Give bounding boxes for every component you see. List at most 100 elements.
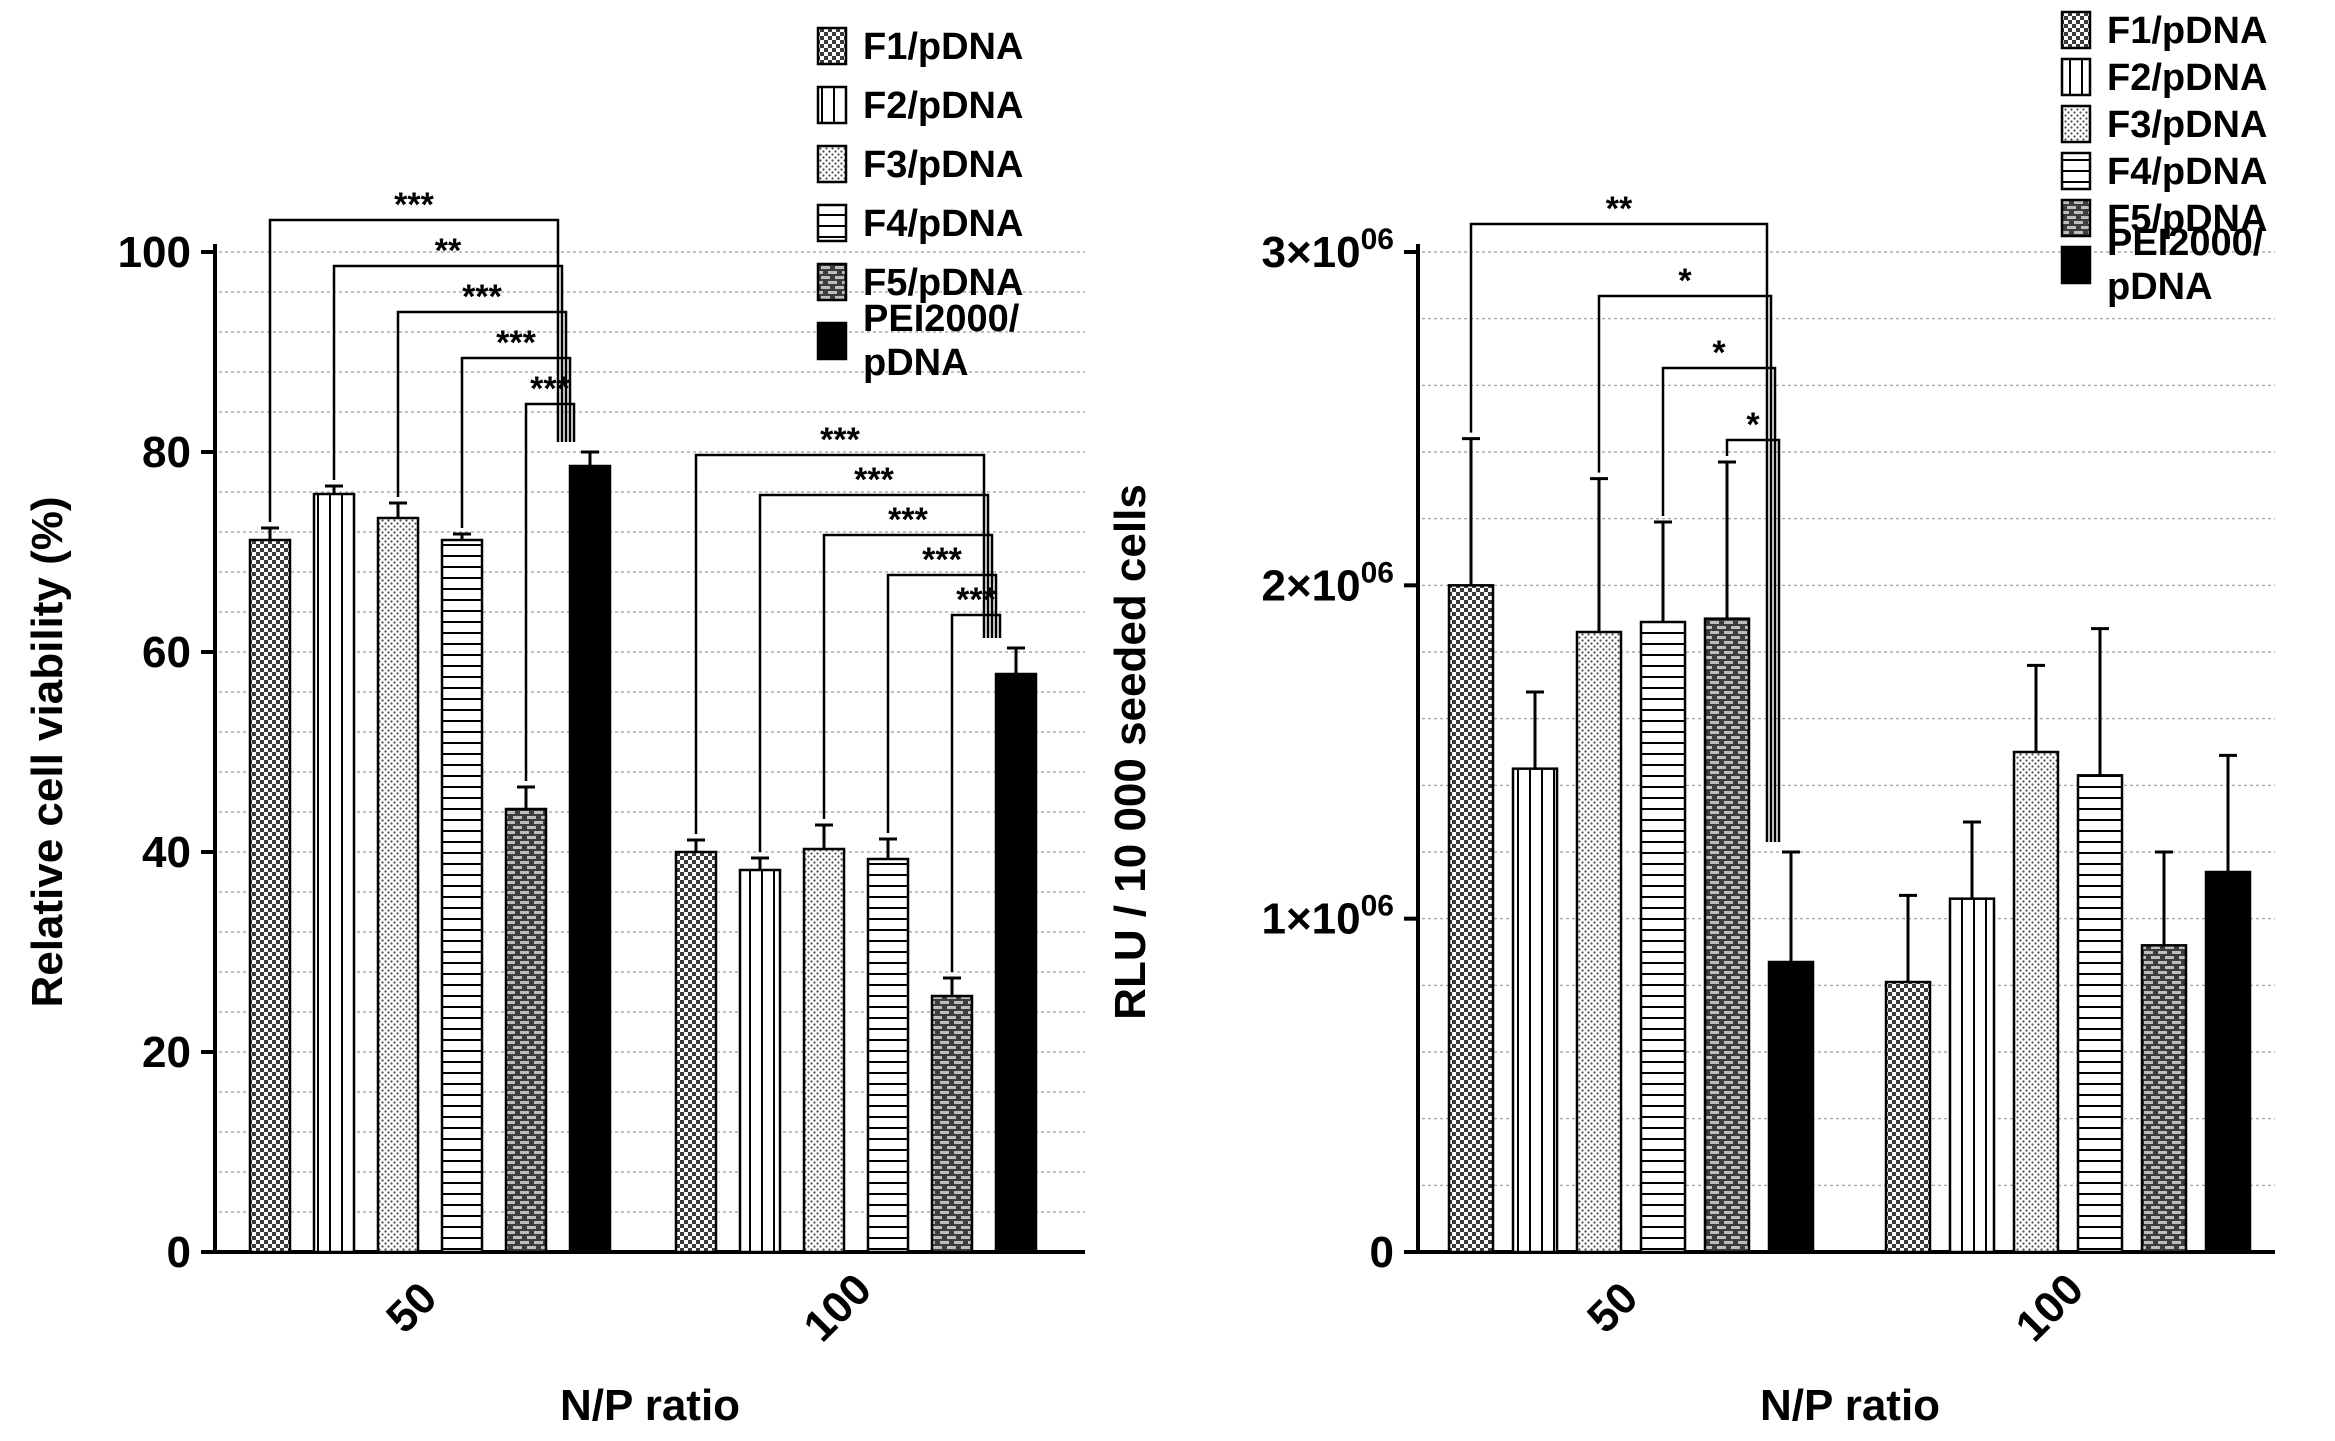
x-axis-title: N/P ratio	[1760, 1381, 1940, 1430]
bracket-line	[1469, 222, 1769, 842]
x-tick-label: 50	[377, 1273, 446, 1342]
significance-label: ***	[394, 186, 434, 224]
significance-bracket: ***	[268, 186, 560, 522]
bracket-line	[460, 356, 572, 528]
significance-label: **	[435, 232, 462, 270]
legend-swatch	[816, 262, 848, 302]
bracket-line	[268, 218, 560, 522]
y-tick-label: 0	[1370, 1228, 1394, 1277]
bar	[248, 538, 292, 1254]
grid-lines	[219, 251, 1085, 1213]
y-axis-title: Relative cell viability (%)	[23, 496, 72, 1007]
bar	[1511, 767, 1559, 1254]
y-tick-label: 2×1006	[1262, 556, 1394, 610]
significance-bracket: ***	[460, 324, 572, 528]
significance-label: *	[1678, 262, 1692, 300]
legend-swatch	[2060, 151, 2092, 191]
legend-swatch	[816, 144, 848, 184]
y-tick-label: 80	[142, 428, 191, 477]
bracket-line	[822, 533, 994, 819]
x-axis-title: N/P ratio	[560, 1381, 740, 1430]
legend-swatch	[816, 203, 848, 243]
legend-label: F4/pDNA	[863, 203, 1023, 245]
y-axis-title: RLU / 10 000 seeded cells	[1106, 484, 1155, 1020]
legend-label: PEI2000/pDNA	[863, 298, 1020, 384]
significance-bracket: *	[1661, 334, 1777, 842]
bracket-line	[1661, 366, 1777, 842]
legend-swatch	[816, 26, 848, 66]
significance-bracket: *	[1597, 262, 1773, 842]
y-tick-label: 60	[142, 628, 191, 677]
bracket-line	[1597, 294, 1773, 842]
legend-label: PEI2000/pDNA	[2107, 222, 2264, 308]
significance-label: ***	[854, 461, 894, 499]
significance-bracket: ***	[524, 370, 576, 781]
significance-label: ***	[922, 541, 962, 579]
legend-label: F2/pDNA	[2107, 57, 2267, 99]
significance-bracket: *	[1725, 406, 1781, 842]
significance-label: **	[1606, 190, 1633, 228]
significance-label: ***	[820, 421, 860, 459]
y-tick-label: 40	[142, 828, 191, 877]
y-tick-label: 0	[167, 1228, 191, 1277]
bracket-line	[1725, 438, 1781, 842]
bar	[994, 672, 1038, 1254]
legend-swatch	[2060, 104, 2092, 144]
bar	[2076, 774, 2124, 1254]
significance-label: *	[1746, 406, 1760, 444]
bar	[1703, 617, 1751, 1254]
bracket-line	[758, 493, 990, 852]
legend-swatch	[2060, 10, 2092, 50]
bracket-line	[950, 613, 1002, 972]
luciferase-chart: 0 1×1006 2×1006 3×1006 RLU / 10 000 seeded c…	[1106, 10, 2275, 1430]
legend-label: F3/pDNA	[2107, 104, 2267, 146]
bar	[1447, 584, 1495, 1254]
legend-swatch	[2060, 198, 2092, 238]
bracket-line	[332, 264, 564, 480]
y-tick-label: 3×1006	[1262, 223, 1394, 277]
viability-chart: 0 20 40 60 80 100 Relative cell viability (%) N…	[23, 26, 1085, 1430]
legend-label: F1/pDNA	[863, 26, 1023, 68]
bar	[376, 516, 420, 1254]
legend-swatch	[816, 321, 848, 361]
y-tick-label: 100	[118, 228, 191, 277]
legend-label: F1/pDNA	[2107, 10, 2267, 52]
bracket-line	[524, 402, 576, 781]
significance-bracket: ***	[822, 501, 994, 819]
x-tick-label: 50	[1578, 1273, 1647, 1342]
significance-bracket: ***	[886, 541, 998, 833]
significance-label: *	[1712, 334, 1726, 372]
y-tick-label: 1×1006	[1262, 890, 1394, 944]
legend-swatch	[2060, 57, 2092, 97]
legend-label: F2/pDNA	[863, 85, 1023, 127]
bar	[1948, 897, 1996, 1254]
legend: F1/pDNA F2/pDNA F3/pDNA F4/pDNA F5/pDNAPEI20…	[2060, 10, 2267, 308]
bar	[312, 492, 356, 1254]
significance-label: ***	[496, 324, 536, 362]
bar	[738, 868, 782, 1254]
significance-label: ***	[956, 581, 996, 619]
bar	[2012, 750, 2060, 1254]
x-tick-label: 100	[794, 1264, 881, 1351]
significance-label: ***	[462, 278, 502, 316]
bar	[568, 464, 612, 1254]
significance-bracket: **	[1469, 190, 1769, 842]
significance-bracket: ***	[950, 581, 1002, 972]
bar	[2140, 944, 2188, 1254]
legend-label: F4/pDNA	[2107, 151, 2267, 193]
bar	[866, 857, 910, 1254]
bracket-line	[694, 453, 986, 834]
x-tick-label: 100	[2006, 1264, 2093, 1351]
significance-label: ***	[888, 501, 928, 539]
bracket-line	[886, 573, 998, 833]
bar	[1767, 960, 1815, 1254]
y-tick-label: 20	[142, 1028, 191, 1077]
grid-lines	[1422, 251, 2275, 1186]
significance-bracket: ***	[694, 421, 986, 834]
bar	[440, 538, 484, 1254]
significance-bracket: ***	[396, 278, 568, 497]
bar	[802, 847, 846, 1254]
bar	[504, 807, 548, 1254]
legend-swatch	[2060, 245, 2092, 285]
